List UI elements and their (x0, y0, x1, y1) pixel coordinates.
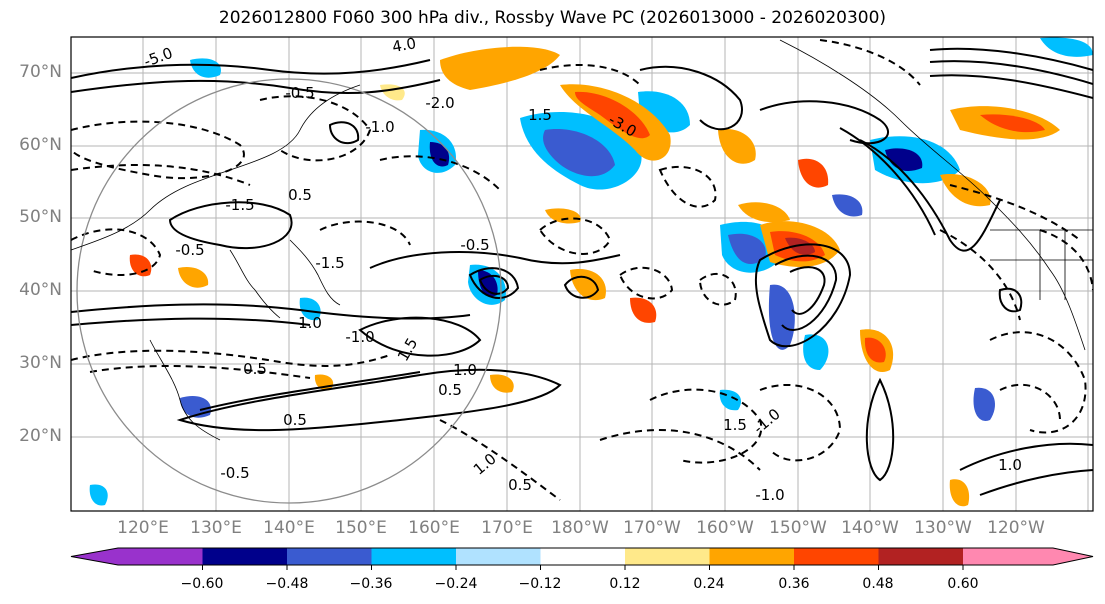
contour-label: 1.5 (723, 416, 747, 434)
div-pos-region (718, 129, 756, 164)
div-pos-region (440, 46, 560, 90)
colorbar (70, 547, 1094, 570)
div-neg-region (728, 233, 766, 265)
div-neg-region (803, 334, 829, 370)
div-neg-region (1040, 37, 1093, 57)
colorbar-tick-label: 0.60 (947, 576, 979, 592)
contours-solid (71, 47, 1093, 496)
div-neg-region (885, 148, 923, 171)
contour-label: 0.5 (243, 360, 267, 378)
div-neg-region (299, 297, 321, 321)
coastlines (71, 39, 1093, 441)
map-frame (70, 36, 1094, 512)
colorbar-tick-label: 0.36 (778, 576, 810, 592)
contour-label: -1.5 (225, 196, 254, 214)
contour-label: -1.0 (755, 486, 784, 504)
contour-label: 1.0 (453, 361, 477, 379)
div-pos-region (575, 91, 650, 139)
contour-label: 0.5 (288, 186, 312, 204)
contour-label: 0.5 (508, 476, 532, 494)
lon-label: 130°W (914, 518, 972, 538)
lat-label: 30°N (19, 353, 62, 373)
colorbar-segment (456, 548, 541, 565)
colorbar-tick-label: 0.24 (693, 576, 725, 592)
reference-circle (76, 78, 502, 504)
contour-label: -0.5 (460, 236, 489, 254)
div-neg-region (543, 129, 615, 177)
colorbar-segment (287, 548, 372, 565)
colorbar-segment (625, 548, 710, 565)
div-pos-region (738, 202, 790, 223)
colorbar-segment (71, 548, 203, 565)
lat-label: 40°N (19, 280, 62, 300)
contour-label: -1.0 (365, 118, 394, 136)
map-title: 2026012800 F060 300 hPa div., Rossby Wav… (218, 8, 887, 28)
lon-label: 170°W (623, 518, 681, 538)
div-pos-region (490, 374, 514, 393)
colorbar-segment (202, 548, 287, 565)
divergence-shading (89, 37, 1093, 507)
colorbar-segment (794, 548, 879, 565)
div-pos-region (980, 114, 1045, 133)
colorbar-tick-label: −0.12 (518, 576, 562, 592)
div-pos-region (864, 337, 886, 363)
lat-label: 70°N (19, 62, 62, 82)
lon-label: 160°W (696, 518, 754, 538)
div-neg-region (768, 284, 795, 350)
lat-label: 50°N (19, 207, 62, 227)
lat-label: 60°N (19, 135, 62, 155)
lon-label: 150°W (769, 518, 827, 538)
lon-label: 180°W (551, 518, 609, 538)
colorbar-segment (963, 548, 1093, 565)
contour-label: -0.5 (220, 464, 249, 482)
div-neg-region (190, 58, 221, 78)
div-pos-region (949, 479, 970, 507)
colorbar-segment (371, 548, 456, 565)
colorbar-tick-label: −0.60 (180, 576, 224, 592)
contour-label: 4.0 (391, 34, 418, 56)
colorbar-segment (709, 548, 794, 565)
lon-label: 120°W (987, 518, 1045, 538)
contour-label: -0.5 (175, 241, 204, 259)
contour-label: 0.5 (438, 381, 462, 399)
colorbar-segment (878, 548, 963, 565)
lat-label: 20°N (19, 426, 62, 446)
contour-label: -2.0 (425, 94, 454, 112)
lon-label: 130°E (190, 518, 242, 538)
contour-label: -1.0 (345, 328, 374, 346)
div-neg-region (89, 484, 108, 506)
lon-label: 150°E (335, 518, 387, 538)
contour-label: 1.5 (528, 106, 552, 124)
colorbar-tick-label: −0.36 (349, 576, 393, 592)
contour-label: -0.5 (285, 84, 314, 102)
div-neg-region (832, 194, 863, 217)
colorbar-tick-label: 0.48 (862, 576, 894, 592)
div-pos-region (630, 297, 657, 323)
colorbar-tick-label: −0.48 (265, 576, 309, 592)
contour-label: -1.5 (315, 254, 344, 272)
div-pos-region (545, 208, 581, 224)
div-pos-region (785, 237, 815, 255)
colorbar-outline (70, 547, 1094, 566)
lon-label: 160°E (408, 518, 460, 538)
div-pos-region (940, 174, 991, 207)
contour-label: 1.0 (298, 314, 322, 332)
div-pos-region (798, 158, 829, 188)
div-neg-region (973, 387, 995, 421)
div-pos-region (178, 266, 209, 288)
contours-dashed (71, 39, 1093, 501)
colorbar-segment (540, 548, 625, 565)
colorbar-tick-label: −0.24 (434, 576, 478, 592)
colorbar-tick-label: 0.12 (609, 576, 641, 592)
lon-label: 140°E (263, 518, 315, 538)
lon-label: 120°E (117, 518, 169, 538)
lon-label: 170°E (481, 518, 533, 538)
contour-label: 1.0 (998, 456, 1022, 474)
lon-label: 140°W (841, 518, 899, 538)
contour-label: 0.5 (283, 411, 307, 429)
